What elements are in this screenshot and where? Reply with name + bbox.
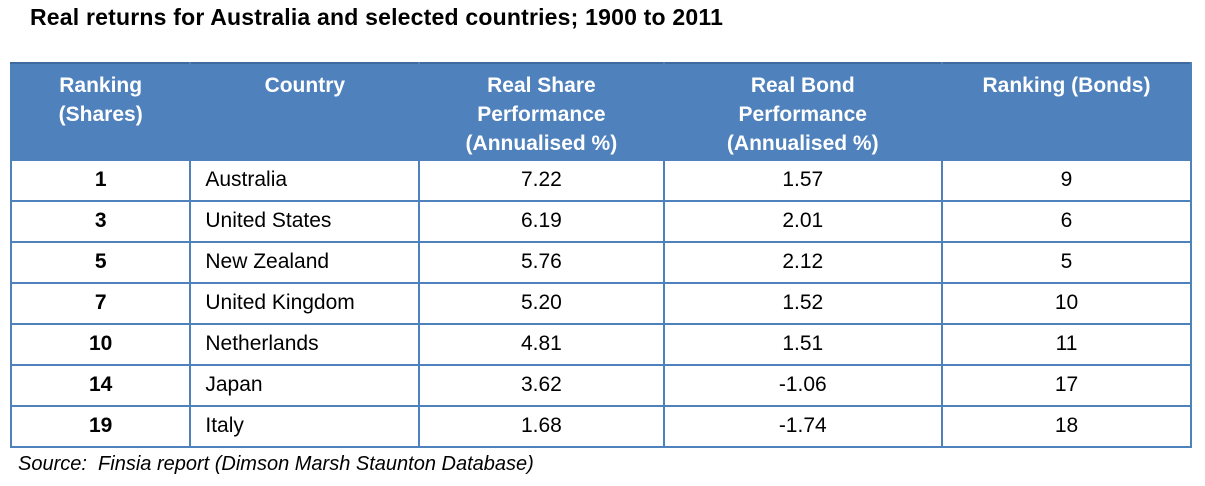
real-share-performance-cell: 1.68 <box>418 404 665 448</box>
table-row: 10 Netherlands 4.81 1.51 11 <box>9 322 1193 366</box>
real-share-performance-cell: 5.76 <box>418 240 665 284</box>
real-bond-performance-cell: 2.12 <box>662 240 943 284</box>
ranking-bonds-cell: 17 <box>940 363 1193 407</box>
table-body: 1 Australia 7.22 1.57 9 3 United States 6.19 2.0… <box>9 158 1193 448</box>
country-cell: Japan <box>189 363 421 407</box>
header-real-bond-performance: Real Bond Performance (Annualised %) <box>662 62 943 161</box>
country-cell: Italy <box>189 404 421 448</box>
ranking-bonds-cell: 5 <box>940 240 1193 284</box>
country-cell: Australia <box>189 158 421 202</box>
ranking-shares-cell: 3 <box>9 199 192 243</box>
real-bond-performance-cell: -1.74 <box>662 404 943 448</box>
ranking-shares-cell: 10 <box>9 322 192 366</box>
ranking-bonds-cell: 9 <box>940 158 1193 202</box>
table-row: 7 United Kingdom 5.20 1.52 10 <box>9 281 1193 325</box>
header-ranking-shares: Ranking (Shares) <box>9 62 192 161</box>
source-attribution: Source: Finsia report (Dimson Marsh Stau… <box>18 453 534 475</box>
ranking-bonds-cell: 11 <box>940 322 1193 366</box>
ranking-shares-cell: 19 <box>9 404 192 448</box>
country-cell: United States <box>189 199 421 243</box>
real-bond-performance-cell: -1.06 <box>662 363 943 407</box>
table-row: 3 United States 6.19 2.01 6 <box>9 199 1193 243</box>
ranking-shares-cell: 14 <box>9 363 192 407</box>
header-ranking-bonds: Ranking (Bonds) <box>940 62 1193 161</box>
ranking-shares-cell: 1 <box>9 158 192 202</box>
real-bond-performance-cell: 1.52 <box>662 281 943 325</box>
country-cell: Netherlands <box>189 322 421 366</box>
real-bond-performance-cell: 2.01 <box>662 199 943 243</box>
header-real-share-performance: Real Share Performance (Annualised %) <box>418 62 665 161</box>
table-row: 1 Australia 7.22 1.57 9 <box>9 158 1193 202</box>
ranking-shares-cell: 5 <box>9 240 192 284</box>
page-title: Real returns for Australia and selected … <box>30 4 724 30</box>
real-bond-performance-cell: 1.51 <box>662 322 943 366</box>
table-row: 5 New Zealand 5.76 2.12 5 <box>9 240 1193 284</box>
table-header-row: Ranking (Shares) Country Real Share Perf… <box>9 62 1193 161</box>
real-bond-performance-cell: 1.57 <box>662 158 943 202</box>
country-cell: New Zealand <box>189 240 421 284</box>
real-share-performance-cell: 7.22 <box>418 158 665 202</box>
country-cell: United Kingdom <box>189 281 421 325</box>
returns-table: Ranking (Shares) Country Real Share Perf… <box>9 62 1193 448</box>
ranking-bonds-cell: 6 <box>940 199 1193 243</box>
ranking-bonds-cell: 18 <box>940 404 1193 448</box>
real-share-performance-cell: 4.81 <box>418 322 665 366</box>
real-share-performance-cell: 6.19 <box>418 199 665 243</box>
table-row: 19 Italy 1.68 -1.74 18 <box>9 404 1193 448</box>
ranking-bonds-cell: 10 <box>940 281 1193 325</box>
real-share-performance-cell: 5.20 <box>418 281 665 325</box>
header-country: Country <box>189 62 421 161</box>
ranking-shares-cell: 7 <box>9 281 192 325</box>
real-share-performance-cell: 3.62 <box>418 363 665 407</box>
table-row: 14 Japan 3.62 -1.06 17 <box>9 363 1193 407</box>
